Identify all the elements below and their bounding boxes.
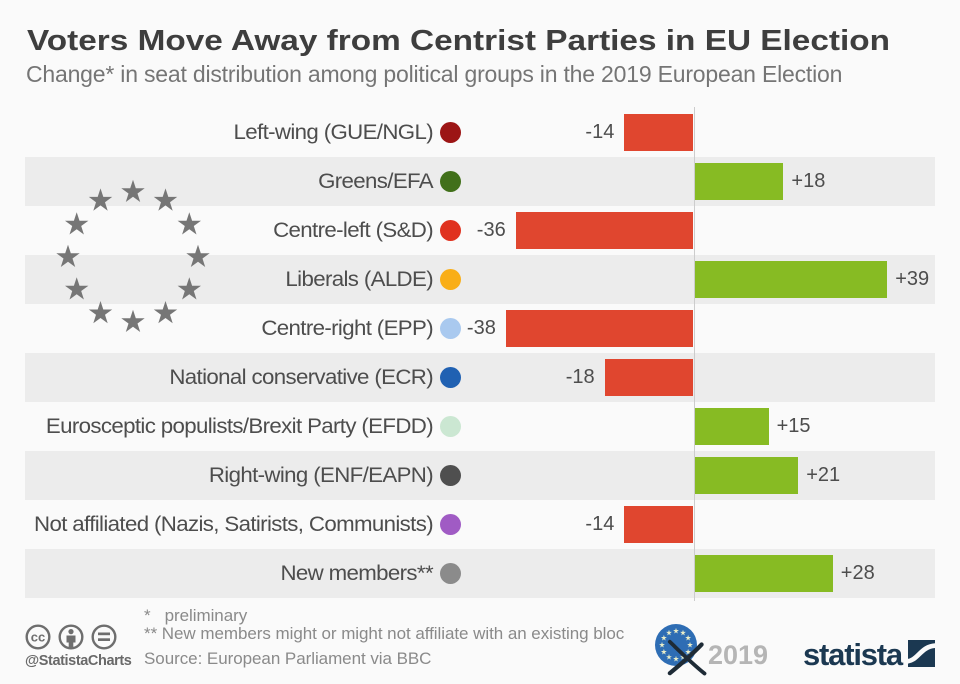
svg-text:cc: cc <box>31 630 45 645</box>
